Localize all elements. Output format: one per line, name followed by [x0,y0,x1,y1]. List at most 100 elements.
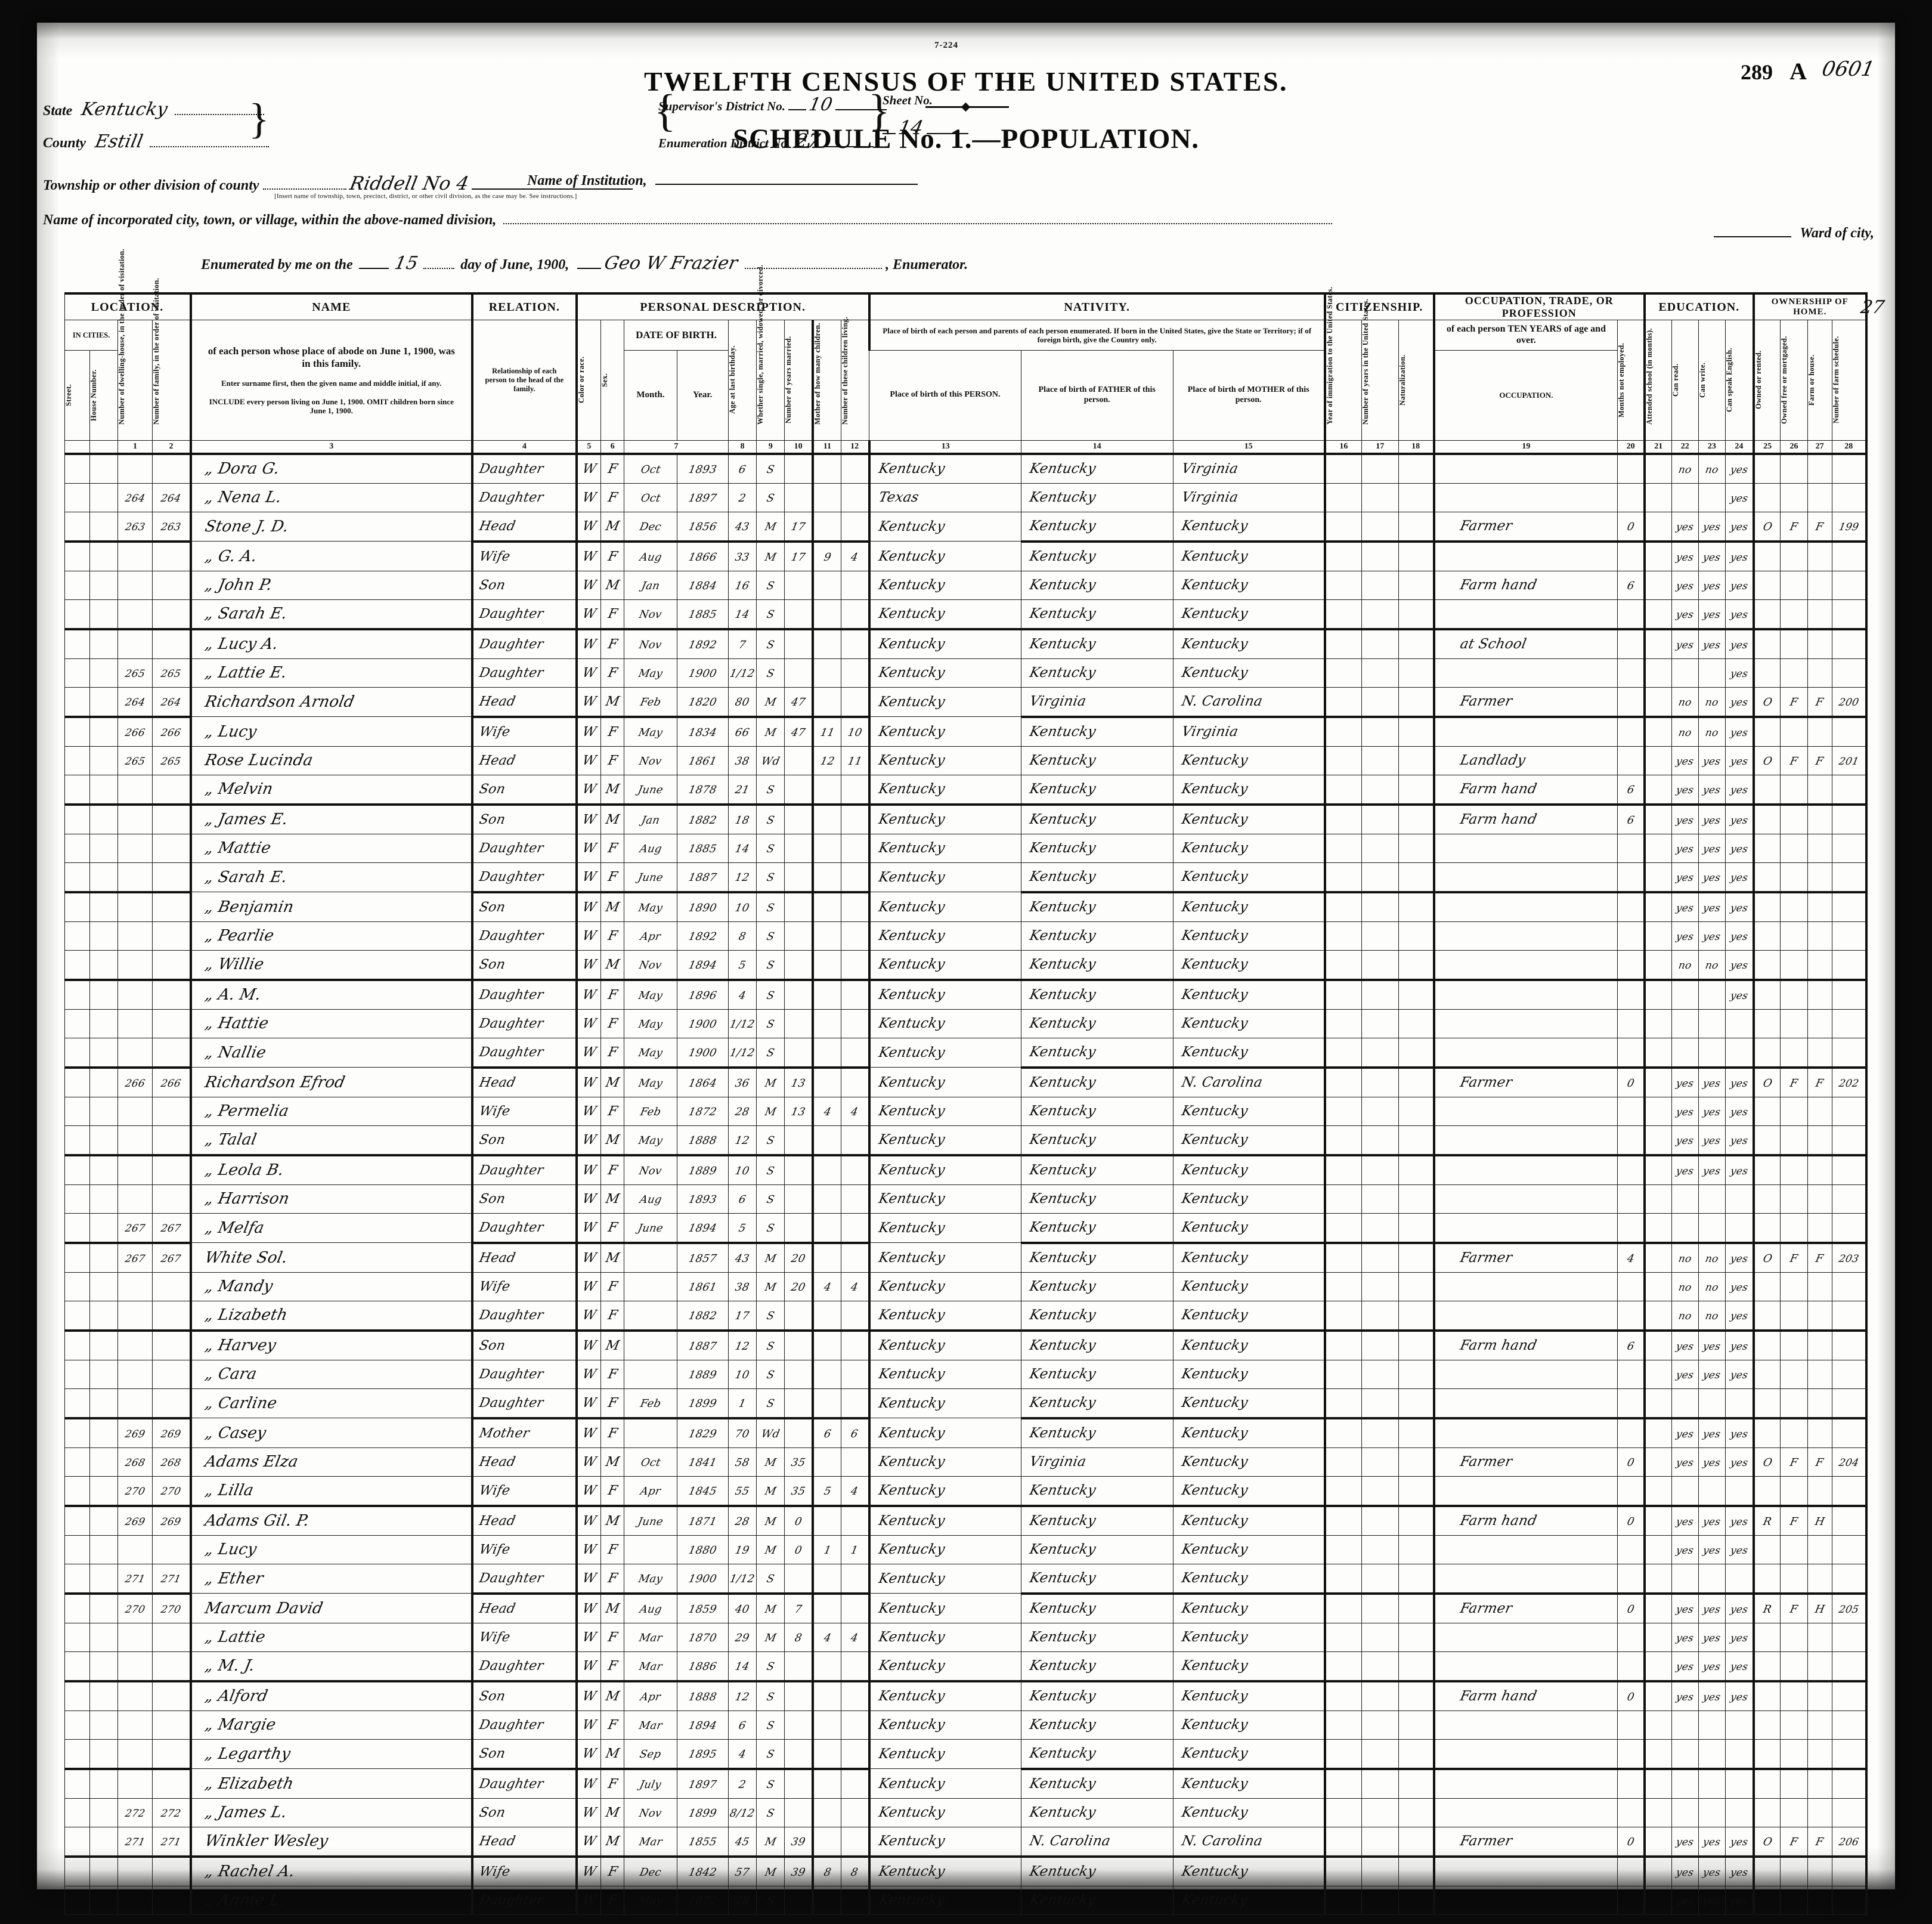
cell-occupation [1432,658,1618,688]
cell-can-speak-english: yes [1724,774,1754,806]
cell-birthplace-person: Kentucky [868,892,1021,922]
cell-mother-children [812,1768,841,1799]
cell-marital-status: M [756,1593,785,1623]
row-number-left: 50 [43,1886,65,1914]
cell-mother-children [812,1798,841,1827]
cell-years-in-us [1361,599,1399,630]
cell-birthplace-mother: Kentucky [1172,1155,1326,1185]
cell-immigration-year [1323,921,1362,951]
subhead-farm-or-house: Farm or house. [1807,354,1816,406]
subhead-name-1: of each person whose place of abode on J… [208,345,455,370]
cell-naturalization [1398,1037,1435,1069]
cell-children-living [840,1885,870,1915]
cell-years-in-us [1361,453,1399,484]
cell-owned-free [1780,453,1808,484]
cell-birthplace-person: Kentucky [868,1300,1021,1332]
cell-can-speak-english: yes [1724,1242,1754,1273]
row-number-left: 16 [43,892,65,922]
cell-children-living [840,949,870,981]
cell-mother-children: 12 [812,746,841,775]
cell-birthplace-mother: Kentucky [1172,1710,1326,1740]
cell-house-number [89,1856,118,1886]
printed-page-number: 289 [1741,60,1773,84]
row-number-left: 38 [43,1535,65,1564]
cell-owned-or-rented: R [1752,1593,1781,1623]
cell-color: W [575,1212,602,1244]
cell-attended-school [1643,686,1672,718]
cell-house-number [89,1447,118,1477]
cell-sex: M [600,1067,625,1097]
cell-age: 14 [727,599,757,630]
cell-attended-school [1643,1067,1672,1097]
cell-owned-or-rented: O [1752,1067,1781,1097]
cell-dwelling-number [117,804,153,834]
cell-can-speak-english: yes [1724,1622,1754,1652]
row-number-right: 12 [1866,775,1888,805]
cell-farm-or-house [1807,1885,1832,1915]
cell-can-read: yes [1671,804,1699,834]
cell-birth-month: May [624,1067,677,1097]
cell-dwelling-number [117,1125,153,1156]
cell-birth-year: 1834 [676,716,729,747]
sheet-value: 14 [896,116,926,139]
cell-can-speak-english: yes [1724,1155,1754,1185]
cell-birthplace-person: Kentucky [868,1418,1021,1448]
cell-family-number: 271 [152,1826,191,1858]
cell-marital-status: S [756,1359,785,1389]
cell-birth-month [624,1272,677,1301]
cell-owned-free [1780,1359,1808,1389]
cell-immigration-year [1323,1418,1362,1448]
township-label: Township or other division of county [43,178,259,193]
cell-street [64,1826,90,1858]
cell-birth-month: Nov [624,1798,677,1827]
cell-street [64,511,90,543]
cell-name: „ Annie L. [189,1885,473,1915]
row-number-right: 29 [1866,1272,1888,1301]
subhead-can-read: Can read. [1671,363,1680,397]
cell-relation: Head [471,1067,577,1097]
cell-occupation [1432,1212,1618,1244]
cell-months-not-employed [1617,1359,1645,1389]
cell-sex: F [600,1768,625,1799]
cell-can-speak-english: yes [1724,1535,1754,1564]
cell-immigration-year [1323,1856,1362,1886]
row-number-right: 4 [1866,542,1888,571]
cell-marital-status: S [756,1681,785,1711]
cell-dwelling-number [117,1184,153,1214]
cell-mother-children [812,1155,841,1185]
cell-name: „ Benjamin [189,892,473,922]
cell-owned-or-rented: O [1752,511,1781,543]
cell-marital-status: M [756,511,785,543]
cell-years-in-us [1361,1067,1399,1097]
cell-can-speak-english: yes [1724,453,1754,484]
cell-years-in-us [1361,949,1399,981]
cell-name: „ Lizabeth [189,1300,473,1332]
subhead-street: Street. [64,384,73,407]
cell-sex: F [600,1300,625,1332]
cell-mother-children [812,949,841,981]
row-number-left: 41 [43,1623,65,1651]
cell-birthplace-person: Kentucky [868,1212,1021,1244]
cell-farm-or-house [1807,892,1832,922]
cell-owned-free [1780,1768,1808,1799]
cell-naturalization [1398,1651,1435,1682]
cell-can-speak-english: yes [1724,541,1754,571]
cell-family-number [152,1359,191,1389]
cell-birth-year: 1861 [676,746,729,775]
cell-can-read: no [1671,453,1699,484]
cell-birthplace-father: Kentucky [1020,629,1174,659]
cell-street [64,1505,90,1536]
cell-name: Rose Lucinda [189,746,473,775]
cell-relation: Daughter [471,979,577,1010]
cell-children-living [840,1593,870,1623]
cell-attended-school [1643,774,1672,806]
cell-years-married [784,1710,813,1740]
cell-street [64,774,90,806]
cell-birthplace-father: Kentucky [1020,892,1174,922]
cell-name: Richardson Efrod [189,1067,473,1097]
cell-attended-school [1643,511,1672,543]
cell-birthplace-father: Kentucky [1020,1710,1174,1740]
cell-family-number [152,921,191,951]
cell-marital-status: S [756,1037,785,1069]
